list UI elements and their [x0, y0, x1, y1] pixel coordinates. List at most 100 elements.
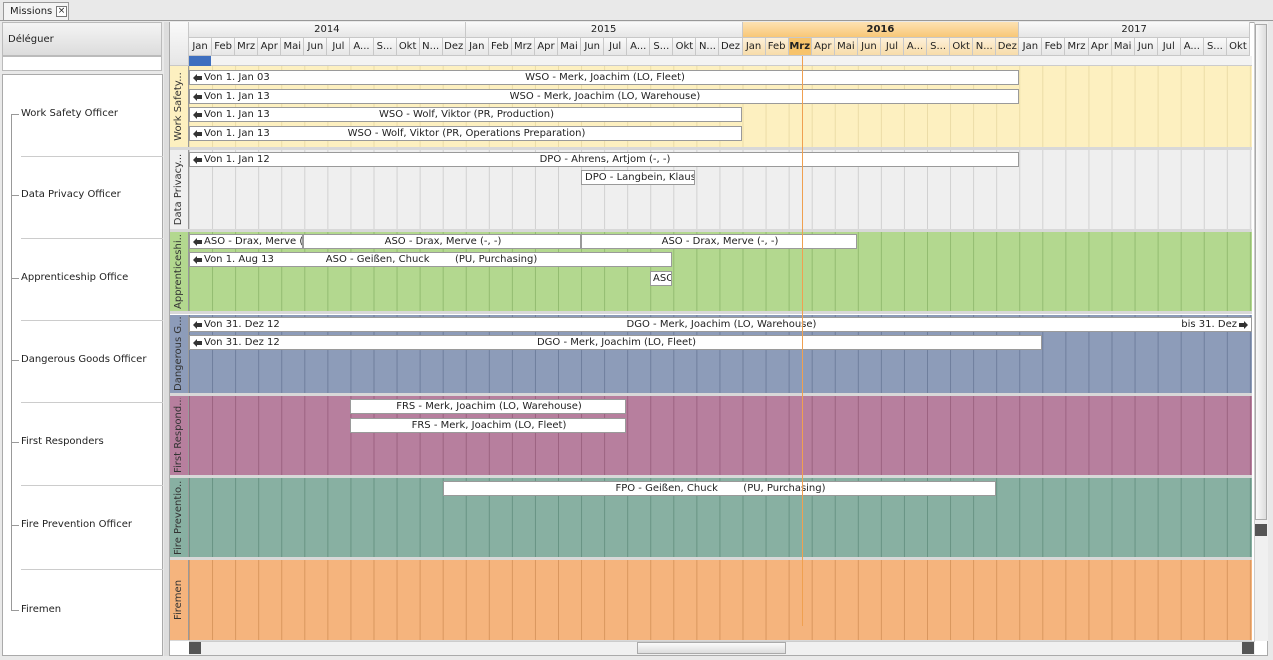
left-header-title: Déléguer [8, 34, 54, 45]
tree-item[interactable]: Data Privacy Officer [21, 189, 121, 200]
h-scroll-right[interactable] [1242, 642, 1254, 654]
month-header: Dez [996, 38, 1020, 56]
mission-bar[interactable]: Von 1. Aug 13 ASO - Geißen, Chuck (PU, Pu… [189, 252, 672, 267]
tree-item[interactable]: Apprenticeship Office [21, 272, 129, 283]
month-header: S... [373, 38, 397, 56]
month-header: Jun [581, 38, 605, 56]
mission-bar[interactable]: Von 1. Jan 13 WSO - Wolf, Viktor (PR, Pro… [189, 107, 742, 122]
bar-text: ASO - Drax, Merve (-, -) [661, 236, 779, 247]
tree-item[interactable]: Firemen [21, 604, 62, 615]
tab-close[interactable]: × [56, 6, 67, 17]
month-header: Jul [880, 38, 904, 56]
lane [189, 560, 1252, 640]
tree-separator [21, 484, 163, 486]
month-header: Dez [719, 38, 743, 56]
month-header: Mrz [788, 38, 812, 56]
bar-text: DGO - Merk, Joachim (LO, Warehouse) [626, 319, 817, 330]
bar-from: Von 1. Jan 13 [204, 91, 270, 102]
month-header: S... [1203, 38, 1227, 56]
lane-separator [170, 640, 1252, 641]
v-scroll-thumb[interactable] [1255, 24, 1267, 520]
h-scroll-thumb[interactable] [637, 642, 786, 654]
bar-text: WSO - Merk, Joachim (LO, Warehouse) [509, 91, 701, 102]
lane-label-bg [170, 66, 189, 147]
lane-label-bg [170, 478, 189, 557]
tree-separator [21, 237, 163, 239]
tree-item[interactable]: Fire Prevention Officer [21, 519, 132, 530]
mission-bar[interactable]: Von 31. Dez 12 DGO - Merk, Joachim (LO, F… [189, 335, 1042, 350]
tree-line [11, 114, 12, 610]
lane-separator [170, 229, 1252, 232]
month-header: N... [973, 38, 997, 56]
month-header: A... [627, 38, 651, 56]
splitter[interactable] [164, 22, 169, 656]
mission-bar[interactable]: ASO - Drax, Merve (-, -) [581, 234, 857, 249]
mission-bar[interactable]: ASO - Drax, Merve (-, -) [303, 234, 581, 249]
year-header: 2017 [1019, 22, 1250, 38]
month-header: Jun [857, 38, 881, 56]
bar-text: DPO - Langbein, Klaus-Peter [585, 172, 695, 183]
mission-bar[interactable]: DPO - Langbein, Klaus-Peter [581, 170, 695, 185]
month-header: Mrz [1065, 38, 1089, 56]
month-header: Okt [396, 38, 420, 56]
month-header: Jun [1134, 38, 1158, 56]
month-header: Mai [834, 38, 858, 56]
mission-bar[interactable]: Von 1. Jan 03 WSO - Merk, Joachim (LO, Fl… [189, 70, 1019, 85]
lane-label-bg [170, 232, 189, 311]
lane-label: Dangerous G... [173, 317, 184, 391]
mission-bar[interactable]: FRS - Merk, Joachim (LO, Warehouse) [350, 399, 626, 414]
month-header: Jul [1157, 38, 1181, 56]
month-header: Mai [281, 38, 305, 56]
v-scroll-down[interactable] [1255, 524, 1267, 536]
tree-item[interactable]: First Responders [21, 436, 104, 447]
year-header: 2014 [189, 22, 466, 38]
bar-from: Von 31. Dez 12 [204, 319, 280, 330]
month-header: N... [696, 38, 720, 56]
lane-label-bg [170, 315, 189, 393]
bar-from: Von 31. Dez 12 [204, 337, 280, 348]
h-scroll-left[interactable] [189, 642, 201, 654]
month-header: A... [350, 38, 374, 56]
bar-to: bis 31. Dez [1181, 319, 1237, 330]
month-header: Feb [212, 38, 236, 56]
lane-label-bg [170, 396, 189, 475]
mission-bar[interactable]: Von 31. Dez 12 DGO - Merk, Joachim (LO, W… [189, 317, 1252, 332]
mission-bar[interactable]: Von 1. Jan 13 WSO - Wolf, Viktor (PR, Ope… [189, 126, 742, 141]
month-header: Apr [811, 38, 835, 56]
lane-label-bg [170, 150, 189, 229]
month-header: Dez [442, 38, 466, 56]
tree-item[interactable]: Dangerous Goods Officer [21, 354, 147, 365]
arrow-left [193, 339, 202, 347]
month-header: N... [419, 38, 443, 56]
bar-text: FRS - Merk, Joachim (LO, Warehouse) [396, 401, 582, 412]
month-header: Mrz [235, 38, 259, 56]
tree-separator [21, 155, 163, 157]
filter-input[interactable] [2, 56, 162, 71]
arrow-right [1239, 321, 1248, 329]
lane [189, 396, 1252, 475]
lane-label-bg [170, 560, 189, 640]
tab[interactable]: Missions × [3, 2, 69, 20]
today-marker [189, 56, 211, 66]
bar-text: ASO - Geißen, Chuck (PU, Purchasing) [325, 254, 538, 265]
mission-bar[interactable]: ASO - Drax, Merve (-, -) [189, 234, 303, 249]
mission-bar[interactable]: ASO [650, 271, 672, 286]
tree-item[interactable]: Work Safety Officer [21, 108, 118, 119]
mission-bar[interactable]: FRS - Merk, Joachim (LO, Fleet) [350, 418, 626, 433]
tree-connector [11, 114, 19, 115]
bar-text: FPO - Geißen, Chuck (PU, Purchasing) [615, 483, 826, 494]
bar-text: ASO - Drax, Merve (-, -) [204, 236, 303, 247]
mission-bar[interactable]: FPO - Geißen, Chuck (PU, Purchasing) [443, 481, 996, 496]
month-header: Jan [742, 38, 766, 56]
month-header: Mrz [511, 38, 535, 56]
month-header: Mai [558, 38, 582, 56]
tree-connector [11, 610, 19, 611]
mission-bar[interactable]: Von 1. Jan 13 WSO - Merk, Joachim (LO, Wa… [189, 89, 1019, 104]
mission-bar[interactable]: Von 1. Jan 12 DPO - Ahrens, Artjom (-, -) [189, 152, 1019, 167]
lane-label: Apprenticeshi... [173, 234, 184, 309]
bar-from: Von 1. Aug 13 [204, 254, 274, 265]
bar-from: Von 1. Jan 13 [204, 128, 270, 139]
month-header: Apr [534, 38, 559, 56]
year-header: 2015 [465, 22, 743, 38]
bar-text: FRS - Merk, Joachim (LO, Fleet) [411, 420, 567, 431]
